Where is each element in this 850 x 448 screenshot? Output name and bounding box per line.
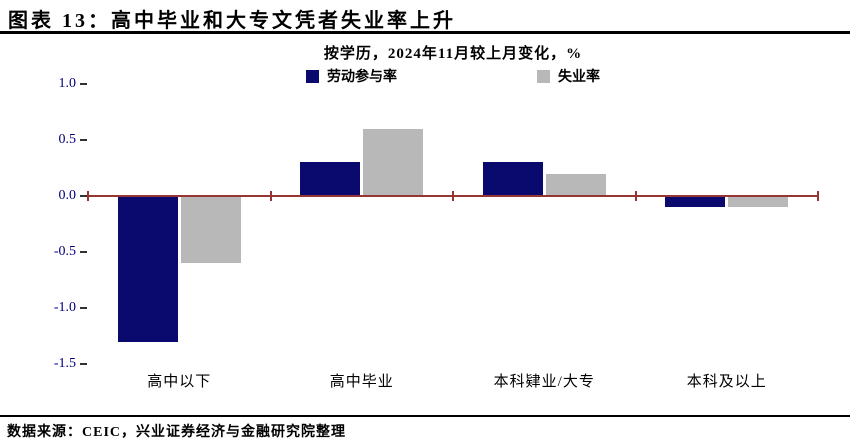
bar-unemployment-rate-1 (363, 128, 424, 196)
plot-area (80, 83, 819, 365)
header-divider (0, 31, 850, 34)
footer-divider (0, 415, 850, 417)
y-axis-tick-label: 0.5 (58, 132, 77, 147)
y-axis-tick-label: 0.0 (58, 188, 77, 203)
legend-label-labor-participation-rate: 劳动参与率 (327, 70, 397, 85)
chart-title: 按学历，2024年11月较上月变化，% (323, 46, 583, 62)
x-axis-tick-mark (269, 191, 272, 201)
x-axis-tick-mark (87, 191, 89, 201)
x-axis-labels: 高中以下 高中毕业 本科肄业/大专 本科及以上 (88, 370, 818, 391)
x-axis-tick-mark (634, 191, 637, 201)
legend-item-labor-participation-rate: 劳动参与率 (306, 66, 397, 86)
figure-title: 图表 13：高中毕业和大专文凭者失业率上升 (8, 10, 456, 32)
y-axis-tick-mark (80, 251, 87, 253)
x-axis-tick-mark (452, 191, 454, 201)
y-axis-tick-mark (80, 307, 87, 309)
y-axis-tick-label: -0.5 (53, 244, 76, 259)
y-axis-tick-mark (80, 195, 87, 197)
legend-swatch-unemployment-rate (537, 69, 550, 83)
legend-label-unemployment-rate: 失业率 (558, 70, 600, 85)
x-axis-category-label: 高中毕业 (329, 374, 394, 390)
bar-labor-participation-rate-2 (482, 162, 543, 196)
data-source-note: 数据来源：CEIC，兴业证券经济与金融研究院整理 (7, 425, 347, 440)
y-axis-tick-mark (80, 83, 87, 85)
y-axis-tick-label: 1.0 (58, 76, 77, 91)
x-axis-category-label: 本科肄业/大专 (493, 374, 595, 390)
legend-swatch-labor-participation-rate (306, 69, 319, 83)
y-axis-tick-label: -1.5 (53, 356, 76, 371)
y-axis-tick-label: -1.0 (53, 300, 76, 315)
bar-labor-participation-rate-0 (117, 196, 178, 342)
x-axis-category-label: 高中以下 (147, 374, 212, 390)
bar-labor-participation-rate-3 (665, 196, 726, 208)
x-axis-category-label: 本科及以上 (686, 374, 767, 390)
x-axis-tick-mark (817, 191, 819, 201)
bar-unemployment-rate-0 (180, 196, 241, 264)
bar-unemployment-rate-3 (728, 196, 789, 208)
y-axis-tick-mark (80, 139, 87, 141)
bar-unemployment-rate-2 (545, 173, 606, 196)
y-axis-tick-mark (80, 363, 87, 365)
y-axis-labels: 1.0 0.5 0.0 -0.5 -1.0 -1.5 (26, 76, 77, 371)
bar-labor-participation-rate-1 (300, 162, 361, 196)
legend: 劳动参与率 失业率 (88, 66, 818, 86)
legend-item-unemployment-rate: 失业率 (537, 66, 600, 86)
